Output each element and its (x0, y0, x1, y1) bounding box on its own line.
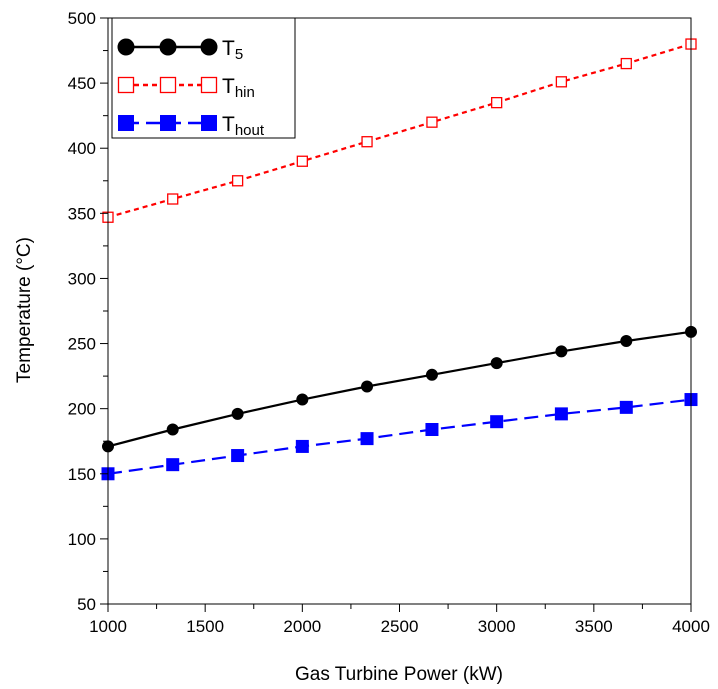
legend-marker-thout (201, 115, 217, 131)
y-tick-label: 150 (68, 465, 96, 484)
legend-marker-thin (117, 76, 135, 94)
data-point-thin (555, 76, 568, 88)
data-point-thout (166, 458, 180, 472)
y-tick-label: 300 (68, 269, 96, 288)
x-tick-label: 2500 (381, 617, 419, 636)
data-point-t5 (166, 423, 179, 436)
legend-label-thin: Thin (222, 75, 255, 101)
legend-marker-t5 (117, 38, 135, 56)
data-point-thin (231, 175, 244, 187)
data-point-thin (167, 193, 179, 205)
data-point-t5 (555, 345, 568, 358)
data-point-thin (620, 57, 632, 70)
y-tick-label: 500 (68, 9, 96, 28)
data-point-thout (554, 407, 568, 421)
data-point-t5 (425, 368, 438, 381)
legend: T5 Thin Thout (111, 17, 296, 139)
y-tick-label: 400 (68, 139, 96, 158)
legend-marker-thout (118, 115, 134, 131)
x-tick-label: 2000 (283, 617, 321, 636)
data-point-thout (619, 400, 633, 414)
data-point-t5 (231, 407, 244, 420)
series-line-t5 (107, 330, 692, 448)
data-point-thout (425, 423, 439, 437)
data-point-thout (360, 432, 374, 446)
y-tick-label: 250 (68, 335, 96, 354)
data-point-thin (491, 96, 503, 109)
data-point-t5 (620, 334, 633, 347)
legend-label-t5: T5 (222, 37, 243, 63)
legend-marker-thin (200, 76, 218, 94)
data-point-t5 (361, 380, 374, 393)
x-tick-label: 3000 (478, 617, 516, 636)
legend-label-thout: Thout (222, 113, 265, 139)
legend-marker-t5 (200, 38, 218, 56)
y-tick-label: 50 (77, 595, 96, 614)
y-tick-label: 350 (68, 204, 96, 223)
y-tick-label: 100 (68, 530, 96, 549)
axes: 1000 1500 2000 2500 3000 3500 4000 50 100 150 200 2… (68, 9, 710, 636)
x-tick-label: 1500 (186, 617, 224, 636)
y-axis-title: Temperature (°C) (14, 237, 35, 383)
data-point-thin (426, 116, 438, 128)
legend-marker-thout (160, 115, 176, 131)
data-point-thout (295, 439, 309, 453)
y-tick-label: 200 (68, 400, 96, 419)
legend-marker-thin (159, 76, 177, 94)
x-tick-label: 3500 (575, 617, 613, 636)
x-tick-label: 1000 (89, 617, 127, 636)
data-point-t5 (490, 357, 503, 370)
data-point-thout (490, 415, 504, 429)
data-point-t5 (296, 393, 309, 406)
x-axis-title: Gas Turbine Power (kW) (295, 664, 503, 685)
series-line-thin (107, 42, 692, 219)
series-line-thout (107, 398, 692, 475)
data-point-thin (296, 155, 308, 167)
data-point-thout (231, 449, 245, 463)
y-tick-label: 450 (68, 74, 96, 93)
x-tick-label: 4000 (672, 617, 710, 636)
legend-marker-t5 (159, 38, 177, 56)
data-point-thin (361, 136, 373, 148)
